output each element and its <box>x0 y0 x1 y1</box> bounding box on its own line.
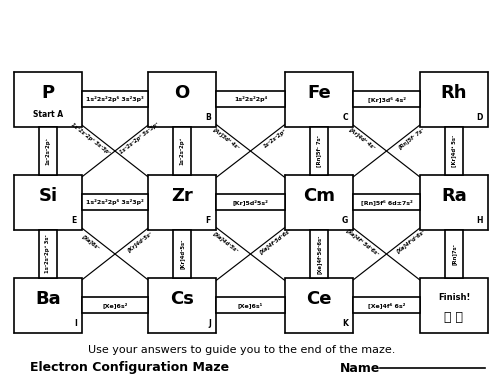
Bar <box>285 278 353 333</box>
Text: Zr: Zr <box>171 187 193 205</box>
Text: C: C <box>342 113 348 122</box>
Text: ⛿ ⛿: ⛿ ⛿ <box>444 311 464 324</box>
Text: Cs: Cs <box>170 290 194 308</box>
Text: [Rn]5f⁷ 7s²: [Rn]5f⁷ 7s² <box>397 127 425 150</box>
Text: [Kr]4d²5s²: [Kr]4d²5s² <box>126 230 152 253</box>
Bar <box>14 72 82 127</box>
Text: 1s²2s²2p⁶ 3s²: 1s²2s²2p⁶ 3s² <box>46 235 51 274</box>
Text: 1s²2s²2p⁴: 1s²2s²2p⁴ <box>234 96 267 102</box>
Text: [Xe]4f¹5d¹6s²: [Xe]4f¹5d¹6s² <box>316 234 322 274</box>
Text: Finish!: Finish! <box>438 293 470 302</box>
Bar <box>148 278 216 333</box>
Text: [Kr]4d²5s²: [Kr]4d²5s² <box>180 239 184 269</box>
Bar <box>82 297 148 313</box>
Bar <box>82 194 148 210</box>
Bar <box>353 194 420 210</box>
Text: B: B <box>206 113 211 122</box>
Text: Start A: Start A <box>33 110 63 119</box>
Bar <box>445 127 463 175</box>
Text: Fe: Fe <box>307 84 331 102</box>
Text: Ba: Ba <box>35 290 61 308</box>
Bar <box>82 91 148 107</box>
Text: [Xe]6s¹: [Xe]6s¹ <box>238 302 263 308</box>
Text: 1s²2s²2p⁶ 3s²3p³: 1s²2s²2p⁶ 3s²3p³ <box>86 96 144 102</box>
Text: [Rn]5f⁷ 7s²: [Rn]5f⁷ 7s² <box>316 135 322 167</box>
Text: J: J <box>208 319 211 328</box>
Bar <box>216 194 285 210</box>
Bar <box>310 230 328 278</box>
Bar <box>148 175 216 230</box>
Text: [Ar]4d⁶ 4s²: [Ar]4d⁶ 4s² <box>348 126 376 150</box>
Text: 1s²2s²2p⁵: 1s²2s²2p⁵ <box>262 128 287 149</box>
Text: Ra: Ra <box>441 187 467 205</box>
Text: F: F <box>206 216 211 225</box>
Text: Si: Si <box>38 187 58 205</box>
Text: [Ar]3d⁶ 4s²: [Ar]3d⁶ 4s² <box>212 126 240 150</box>
Bar <box>216 91 285 107</box>
Text: [Kr]4d⁵ 5s¹: [Kr]4d⁵ 5s¹ <box>452 135 456 167</box>
Bar <box>285 72 353 127</box>
Text: 1s²2s²2p⁶ 3s²3p¹: 1s²2s²2p⁶ 3s²3p¹ <box>118 122 160 155</box>
Text: [Xe]4f⁵d¹6s²: [Xe]4f⁵d¹6s² <box>396 229 426 254</box>
Text: O: O <box>174 84 190 102</box>
Text: [Xe]4d²5s²: [Xe]4d²5s² <box>212 230 240 253</box>
Bar <box>420 72 488 127</box>
Bar <box>173 127 191 175</box>
Text: Cm: Cm <box>303 187 335 205</box>
Text: [Xe]4f⁵ 5d¹6s²: [Xe]4f⁵ 5d¹6s² <box>344 227 380 256</box>
Text: [Rn]7s²: [Rn]7s² <box>452 243 456 265</box>
Text: I: I <box>74 319 77 328</box>
Text: 1s²2s²2p⁶ 3s²3p²: 1s²2s²2p⁶ 3s²3p² <box>86 199 144 205</box>
Text: 1s²2s²2p⁶ 3s²3p⁴: 1s²2s²2p⁶ 3s²3p⁴ <box>70 122 112 155</box>
Bar <box>148 72 216 127</box>
Text: K: K <box>342 319 348 328</box>
Text: Use your answers to guide you to the end of the maze.: Use your answers to guide you to the end… <box>88 345 396 355</box>
Bar <box>14 278 82 333</box>
Text: Electron Configuration Maze: Electron Configuration Maze <box>30 362 230 375</box>
Text: P: P <box>42 84 54 102</box>
Text: E: E <box>72 216 77 225</box>
Bar <box>39 127 57 175</box>
Text: Rh: Rh <box>441 84 467 102</box>
Text: Ce: Ce <box>306 290 332 308</box>
Bar <box>39 230 57 278</box>
Text: H: H <box>476 216 483 225</box>
Text: [Xe]6s²: [Xe]6s² <box>102 302 128 308</box>
Bar <box>353 91 420 107</box>
Bar <box>420 175 488 230</box>
Bar <box>445 230 463 278</box>
Bar <box>216 297 285 313</box>
Text: [Kr]3d⁶ 4s²: [Kr]3d⁶ 4s² <box>368 96 406 102</box>
Bar <box>14 175 82 230</box>
Text: G: G <box>342 216 348 225</box>
Text: [Rn]5f⁶ 6d±7s²: [Rn]5f⁶ 6d±7s² <box>360 199 412 205</box>
Bar <box>285 175 353 230</box>
Text: [Xe]6s¹: [Xe]6s¹ <box>81 233 100 250</box>
Bar <box>420 278 488 333</box>
Text: 1s²2s²2p³: 1s²2s²2p³ <box>46 137 51 165</box>
Bar <box>173 230 191 278</box>
Text: [Kr]5d²5s²: [Kr]5d²5s² <box>232 199 268 205</box>
Text: [Xe]4f⁶ 6s²: [Xe]4f⁶ 6s² <box>368 302 405 308</box>
Text: Name: Name <box>340 362 380 375</box>
Text: 1s²2s²2p⁵: 1s²2s²2p⁵ <box>180 137 184 165</box>
Bar <box>353 297 420 313</box>
Bar <box>310 127 328 175</box>
Text: D: D <box>476 113 483 122</box>
Text: [Xe]4f¹5d¹6s²: [Xe]4f¹5d¹6s² <box>258 227 292 255</box>
